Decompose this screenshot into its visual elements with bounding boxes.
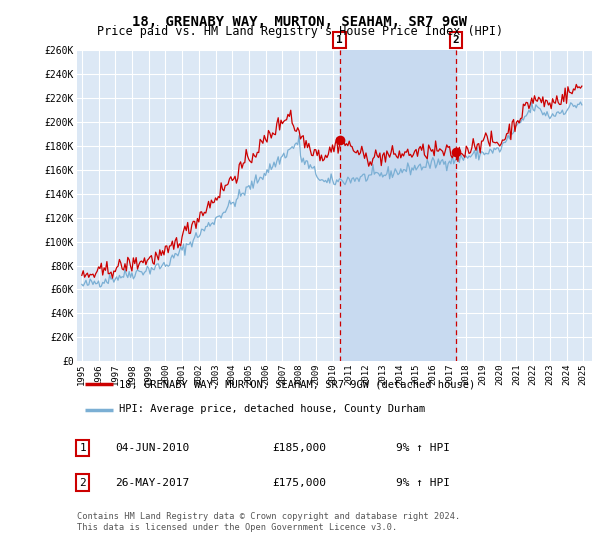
- Bar: [340, 50, 456, 361]
- Text: Contains HM Land Registry data © Crown copyright and database right 2024.
This d: Contains HM Land Registry data © Crown c…: [77, 512, 460, 532]
- Text: 2: 2: [453, 35, 460, 45]
- Text: 1: 1: [336, 35, 343, 45]
- Text: £175,000: £175,000: [272, 478, 326, 488]
- Text: 26-MAY-2017: 26-MAY-2017: [115, 478, 190, 488]
- Text: 18, GRENABY WAY, MURTON, SEAHAM, SR7 9GW: 18, GRENABY WAY, MURTON, SEAHAM, SR7 9GW: [133, 15, 467, 29]
- Text: 18, GRENABY WAY, MURTON, SEAHAM, SR7 9GW (detached house): 18, GRENABY WAY, MURTON, SEAHAM, SR7 9GW…: [119, 380, 475, 390]
- Text: £185,000: £185,000: [272, 443, 326, 453]
- Text: 2: 2: [80, 478, 86, 488]
- Text: 9% ↑ HPI: 9% ↑ HPI: [396, 478, 450, 488]
- Text: 04-JUN-2010: 04-JUN-2010: [115, 443, 190, 453]
- Text: 1: 1: [80, 443, 86, 453]
- Text: HPI: Average price, detached house, County Durham: HPI: Average price, detached house, Coun…: [119, 404, 425, 414]
- Text: Price paid vs. HM Land Registry's House Price Index (HPI): Price paid vs. HM Land Registry's House …: [97, 25, 503, 38]
- Text: 9% ↑ HPI: 9% ↑ HPI: [396, 443, 450, 453]
